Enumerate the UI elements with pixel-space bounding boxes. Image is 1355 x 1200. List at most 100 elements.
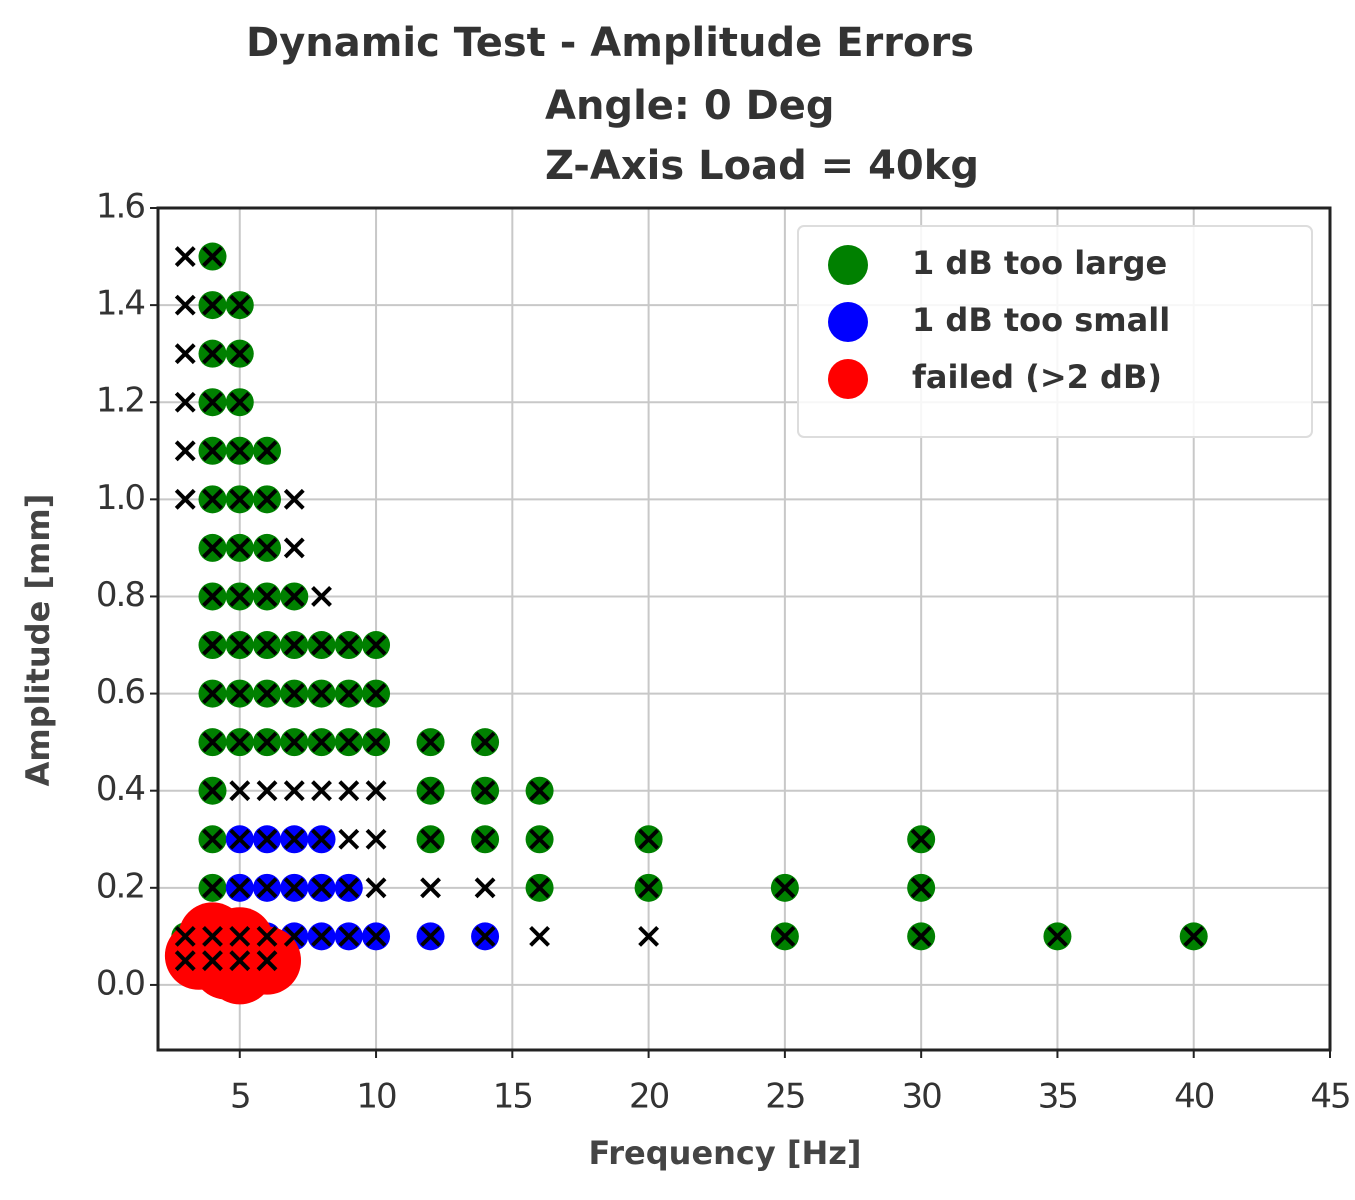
x-marker: [283, 683, 305, 704]
x-marker: [256, 780, 278, 802]
x-marker: [311, 731, 332, 753]
legend-box: [797, 225, 1313, 438]
x-marker: [474, 828, 496, 850]
x-marker: [638, 925, 660, 947]
x-marker: [365, 634, 387, 656]
x-marker: [283, 877, 305, 899]
x-marker: [229, 731, 251, 753]
x-marker: [365, 683, 387, 704]
y-tick-label: 1.2: [96, 381, 144, 421]
x-marker: [256, 925, 278, 947]
legend-label: failed (>2 dB): [912, 358, 1162, 396]
x-marker: [311, 586, 332, 607]
x-marker: [283, 634, 305, 656]
y-tick-label: 0.6: [96, 672, 144, 712]
plot-frame: [156, 206, 1332, 1052]
x-marker: [283, 780, 305, 802]
x-tick-label: 10: [356, 1077, 396, 1117]
x-marker: [256, 828, 278, 850]
x-marker: [202, 731, 223, 753]
chart-subtitle: Angle: 0 Deg: [545, 83, 835, 129]
legend-marker: [828, 245, 868, 285]
x-marker: [311, 877, 332, 899]
x-marker: [229, 780, 251, 802]
x-marker: [365, 731, 387, 753]
x-marker: [420, 925, 441, 947]
x-marker: [229, 294, 251, 316]
x-marker: [229, 828, 251, 850]
x-marker: [338, 683, 360, 704]
x-marker: [229, 537, 251, 559]
x-marker: [774, 925, 796, 947]
x-marker: [338, 731, 360, 753]
x-marker: [174, 246, 196, 267]
x-marker: [229, 683, 251, 704]
y-axis-label: Amplitude [mm]: [19, 494, 57, 787]
x-marker: [420, 877, 441, 899]
y-tick-label: 1.6: [96, 187, 144, 227]
x-marker: [256, 731, 278, 753]
plot-marks: [164, 242, 1208, 1005]
x-marker: [365, 828, 387, 850]
x-marker: [474, 731, 496, 753]
x-marker: [283, 537, 305, 559]
y-tick-label: 1.4: [96, 284, 144, 324]
legend-marker: [828, 302, 868, 342]
x-marker: [338, 828, 360, 850]
x-marker: [256, 586, 278, 607]
chart-subtitle: Z-Axis Load = 40kg: [545, 143, 979, 189]
x-marker: [1183, 925, 1205, 947]
legend-label: 1 dB too small: [912, 301, 1170, 339]
x-marker: [202, 780, 223, 802]
x-marker: [256, 488, 278, 510]
x-marker: [283, 488, 305, 510]
x-marker: [311, 634, 332, 656]
x-marker: [365, 925, 387, 947]
x-marker: [311, 828, 332, 850]
x-marker: [420, 731, 441, 753]
x-marker: [202, 294, 223, 316]
x-marker: [774, 877, 796, 899]
x-marker: [229, 634, 251, 656]
x-marker: [638, 828, 660, 850]
x-marker: [529, 780, 550, 802]
y-tick-label: 0.2: [96, 866, 144, 906]
x-marker: [202, 877, 223, 899]
x-marker: [256, 683, 278, 704]
x-marker: [910, 925, 932, 947]
x-marker: [256, 537, 278, 559]
x-marker: [338, 925, 360, 947]
x-marker: [529, 925, 550, 947]
x-marker: [202, 246, 223, 267]
x-marker: [174, 950, 196, 972]
x-axis-label: Frequency [Hz]: [588, 1134, 861, 1172]
x-marker: [202, 488, 223, 510]
x-marker: [365, 780, 387, 802]
x-marker: [202, 343, 223, 365]
x-marker: [174, 294, 196, 316]
x-tick-label: 40: [1174, 1077, 1214, 1117]
x-marker: [229, 488, 251, 510]
x-marker: [229, 343, 251, 365]
x-marker: [283, 925, 305, 947]
x-marker: [256, 950, 278, 972]
x-marker: [174, 925, 196, 947]
x-marker: [338, 634, 360, 656]
x-marker: [202, 586, 223, 607]
x-marker: [202, 440, 223, 462]
x-tick-label: 35: [1038, 1077, 1077, 1117]
x-tick-label: 15: [493, 1077, 532, 1117]
legend-marker: [828, 359, 868, 399]
x-marker: [283, 828, 305, 850]
legend-label: 1 dB too large: [912, 244, 1167, 282]
x-tick-label: 30: [902, 1077, 942, 1117]
x-marker: [202, 391, 223, 413]
x-tick-label: 20: [629, 1077, 669, 1117]
x-marker: [174, 440, 196, 462]
x-marker: [311, 780, 332, 802]
x-marker: [283, 586, 305, 607]
x-marker: [1047, 925, 1068, 947]
x-marker: [365, 877, 387, 899]
y-tick-label: 0.0: [96, 963, 144, 1003]
x-marker: [420, 780, 441, 802]
